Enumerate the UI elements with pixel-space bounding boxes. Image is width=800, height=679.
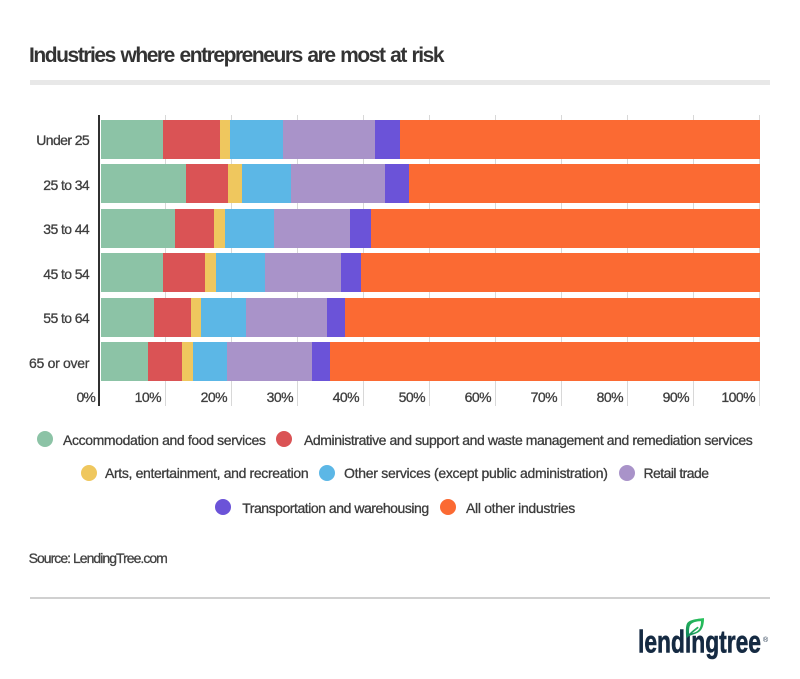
- svg-text:®: ®: [763, 636, 769, 644]
